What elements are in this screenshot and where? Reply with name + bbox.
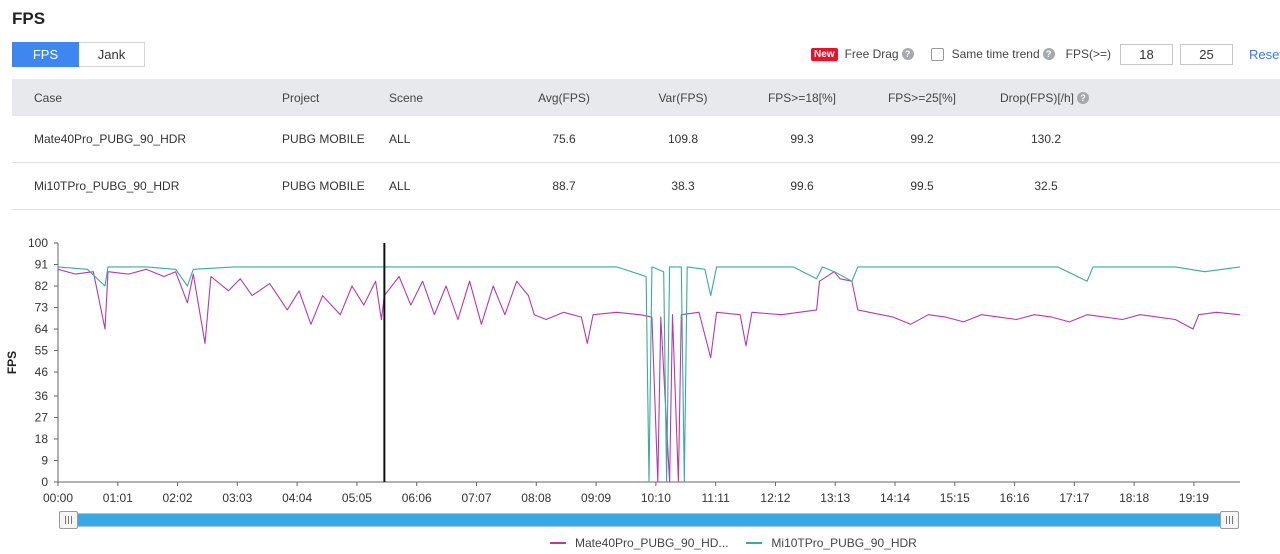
header-drop-fps: Drop(FPS)[/h] ? [1000,90,1090,105]
x-tick-label: 06:06 [402,491,432,505]
y-tick-label: 55 [35,344,49,358]
header-scene: Scene [389,90,424,105]
row-avg-fps: 88.7 [552,179,576,193]
x-tick-label: 10:10 [641,491,671,505]
row-var-fps: 38.3 [671,179,695,193]
drop-fps-help-icon[interactable]: ? [1077,91,1090,104]
table-header: Case Project Scene Avg(FPS) Var(FPS) FPS… [12,79,1280,116]
row-fps-25: 99.2 [910,132,934,146]
table-row[interactable]: Mate40Pro_PUBG_90_HDR PUBG MOBILE ALL 75… [12,116,1280,163]
fps-threshold-input-2[interactable] [1180,43,1233,65]
y-tick-label: 82 [35,279,49,293]
x-tick-label: 16:16 [1000,491,1030,505]
tab-jank[interactable]: Jank [79,42,145,67]
chart-controls: New Free Drag ? Same time trend ? FPS(>=… [811,43,1280,65]
fps-threshold-label: FPS(>=) [1065,47,1111,61]
x-tick-label: 13:13 [820,491,850,505]
reset-link[interactable]: Reset [1249,46,1280,62]
x-tick-label: 08:08 [521,491,551,505]
x-tick-label: 07:07 [461,491,491,505]
legend-label-mate40pro: Mate40Pro_PUBG_90_HD... [575,536,729,550]
row-project: PUBG MOBILE [282,179,365,193]
x-tick-label: 00:00 [43,491,73,505]
y-tick-label: 73 [35,301,49,315]
fps-line-chart[interactable]: 0 9 18 27 36 46 55 64 73 82 91 100 00:00 01:01 02:02 03… [0,225,1280,510]
y-tick-label: 18 [35,432,49,446]
x-tick-label: 18:18 [1119,491,1149,505]
slider-right-handle[interactable] [1220,511,1239,529]
header-project: Project [282,90,320,105]
y-tick-label: 91 [35,258,49,272]
row-scene: ALL [389,179,411,193]
legend-swatch-mate40pro [550,542,566,544]
x-tick-label: 04:04 [282,491,312,505]
header-case: Case [34,90,63,105]
page-title: FPS [12,9,46,28]
legend-swatch-mi10tpro [746,542,763,544]
summary-table: Case Project Scene Avg(FPS) Var(FPS) FPS… [12,79,1280,210]
x-tick-label: 05:05 [342,491,372,505]
y-tick-label: 46 [35,365,49,379]
header-var-fps: Var(FPS) [658,90,708,105]
row-case: Mate40Pro_PUBG_90_HDR [34,132,187,146]
series-line-0 [57,268,1241,483]
header-drop-fps-label: Drop(FPS)[/h] [1000,90,1075,105]
row-drop-fps: 32.5 [1034,179,1058,193]
slider-left-handle[interactable] [59,511,78,529]
row-case: Mi10TPro_PUBG_90_HDR [34,179,180,193]
new-badge: New [811,47,838,61]
legend-item-mate40pro[interactable]: Mate40Pro_PUBG_90_HD... [550,536,728,550]
header-fps-25: FPS>=25[%] [887,90,957,105]
tab-fps[interactable]: FPS [12,42,79,67]
y-tick-label: 0 [41,475,48,489]
header-fps-18: FPS>=18[%] [767,90,837,105]
same-time-trend-label[interactable]: Same time trend [951,47,1040,61]
y-tick-label: 100 [28,236,48,250]
legend-label-mi10tpro: Mi10TPro_PUBG_90_HDR [771,536,917,550]
row-fps-18: 99.3 [790,132,814,146]
row-drop-fps: 130.2 [1030,132,1062,146]
y-tick-label: 64 [35,322,49,336]
row-fps-18: 99.6 [790,179,814,193]
x-tick-label: 19:19 [1179,491,1209,505]
free-drag-help-icon[interactable]: ? [901,48,914,60]
y-tick-label: 36 [35,389,49,403]
x-tick-label: 14:14 [880,491,910,505]
x-tick-label: 12:12 [760,491,790,505]
chart-legend: Mate40Pro_PUBG_90_HD... Mi10TPro_PUBG_90… [550,536,935,550]
view-tabs: FPS Jank [12,42,145,67]
same-time-trend-help-icon[interactable]: ? [1042,48,1055,60]
header-avg-fps: Avg(FPS) [538,90,590,105]
x-tick-label: 09:09 [581,491,611,505]
x-tick-label: 15:15 [940,491,970,505]
legend-item-mi10tpro[interactable]: Mi10TPro_PUBG_90_HDR [746,536,917,550]
fps-threshold-input-1[interactable] [1120,43,1173,65]
row-avg-fps: 75.6 [552,132,576,146]
series-line-1 [57,266,1241,483]
x-tick-label: 02:02 [163,491,193,505]
same-time-trend-checkbox[interactable] [930,47,944,61]
y-axis-title: FPS [5,351,19,374]
row-scene: ALL [389,132,411,146]
table-row[interactable]: Mi10TPro_PUBG_90_HDR PUBG MOBILE ALL 88.… [12,163,1280,210]
x-tick-label: 17:17 [1059,491,1089,505]
x-tick-label: 11:11 [702,491,731,505]
x-tick-label: 01:01 [103,491,133,505]
x-tick-label: 03:03 [222,491,252,505]
row-project: PUBG MOBILE [282,132,365,146]
y-tick-label: 9 [41,453,48,467]
y-tick-label: 27 [35,410,49,424]
row-var-fps: 109.8 [667,132,699,146]
time-range-slider[interactable] [59,511,1239,529]
row-fps-25: 99.5 [910,179,934,193]
free-drag-label[interactable]: Free Drag [844,47,899,61]
